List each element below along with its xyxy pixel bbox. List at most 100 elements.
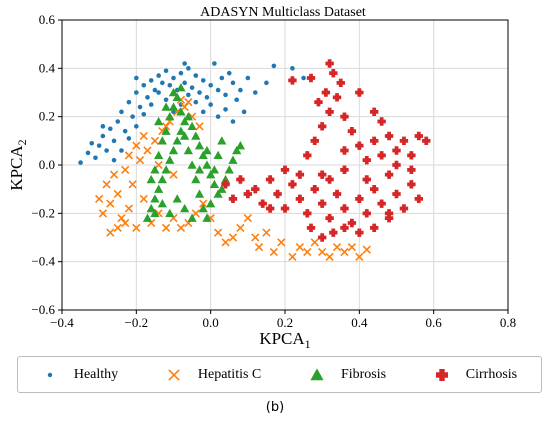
data-point [78, 160, 83, 165]
data-point [165, 155, 175, 164]
chart-title: ADASYN Multiclass Dataset [200, 5, 366, 20]
data-point [206, 199, 216, 208]
data-point [217, 184, 227, 193]
data-point [230, 80, 236, 86]
data-point [102, 180, 111, 189]
data-point [183, 112, 193, 121]
data-point [303, 247, 312, 257]
x-tick-label: −0.2 [125, 315, 149, 330]
data-point [399, 136, 409, 146]
data-point [251, 233, 260, 242]
data-point [197, 90, 202, 95]
data-point [198, 203, 208, 213]
data-point [168, 87, 179, 97]
y-tick-label: 0.0 [39, 157, 55, 172]
data-point [220, 174, 231, 184]
data-point [271, 63, 277, 69]
data-point [295, 170, 305, 179]
data-point [193, 99, 199, 105]
data-point [93, 155, 98, 161]
data-point [194, 141, 205, 150]
data-point [236, 223, 245, 232]
data-point [243, 214, 252, 223]
y-tick-label: −0.2 [31, 205, 55, 220]
data-point [139, 131, 148, 141]
data-point [317, 170, 327, 179]
data-point [262, 228, 271, 237]
data-point [157, 136, 167, 145]
data-point [176, 223, 186, 232]
x-axis-label-main: KPCA [259, 329, 305, 348]
data-point [377, 117, 386, 126]
data-point [169, 170, 178, 179]
data-point [332, 243, 342, 252]
data-point [108, 126, 113, 132]
data-point [355, 194, 364, 204]
data-point [213, 228, 223, 237]
data-point [163, 97, 169, 103]
y-axis-label-subscript: 2 [15, 139, 29, 145]
data-point [98, 209, 108, 218]
data-point [252, 90, 258, 95]
data-point [280, 165, 290, 175]
data-point [310, 238, 319, 247]
data-point [208, 102, 213, 107]
data-point [206, 170, 216, 179]
data-point [223, 107, 228, 112]
data-point [191, 131, 201, 140]
data-point [399, 204, 409, 213]
data-point [121, 218, 130, 228]
data-point [288, 180, 297, 189]
data-point [384, 213, 394, 223]
data-point [137, 104, 143, 110]
legend-marker-fibrosis [310, 367, 324, 380]
y-axis-label-main: KPCA [7, 145, 26, 191]
data-point [85, 150, 91, 156]
data-point [132, 141, 141, 150]
legend-label-fibrosis: Fibrosis [340, 366, 387, 382]
data-point [407, 165, 416, 175]
x-tick-label: 0.4 [351, 315, 368, 330]
data-point [321, 88, 331, 97]
data-point [217, 136, 227, 145]
data-point [176, 107, 186, 116]
data-point [232, 145, 242, 155]
data-point [119, 109, 124, 115]
data-point [303, 209, 312, 218]
data-point [172, 194, 182, 203]
data-point [165, 208, 175, 218]
data-point [306, 223, 316, 233]
data-point [347, 218, 357, 228]
data-point [157, 174, 167, 184]
data-point [200, 109, 206, 115]
data-point [176, 126, 186, 135]
legend-item-healthy: Healthy [42, 367, 118, 383]
data-point [150, 208, 160, 218]
data-point [407, 180, 416, 189]
data-point [194, 189, 205, 198]
data-point [187, 160, 197, 169]
data-point [264, 80, 269, 86]
data-point [251, 184, 260, 194]
legend-marker-healthy [47, 372, 53, 377]
data-point [241, 109, 247, 115]
scatter-chart: ADASYN Multiclass Dataset −0.4 −0.2 0.0 0.2… [7, 5, 516, 351]
data-point [221, 180, 230, 189]
data-point [145, 95, 150, 100]
data-point [235, 141, 246, 150]
data-point [146, 174, 156, 184]
data-point [317, 233, 327, 242]
data-point [209, 165, 220, 174]
data-point [329, 228, 338, 237]
data-point [295, 243, 305, 252]
x-tick-label: 0.0 [203, 315, 219, 330]
data-point [332, 189, 342, 199]
data-point [377, 151, 386, 160]
data-point [362, 245, 371, 254]
legend-marker-shape [47, 372, 53, 377]
data-point [180, 203, 190, 213]
data-point [370, 223, 379, 233]
y-axis-label: KPCA2 [7, 139, 29, 190]
data-point [384, 131, 394, 141]
data-point [213, 150, 223, 160]
